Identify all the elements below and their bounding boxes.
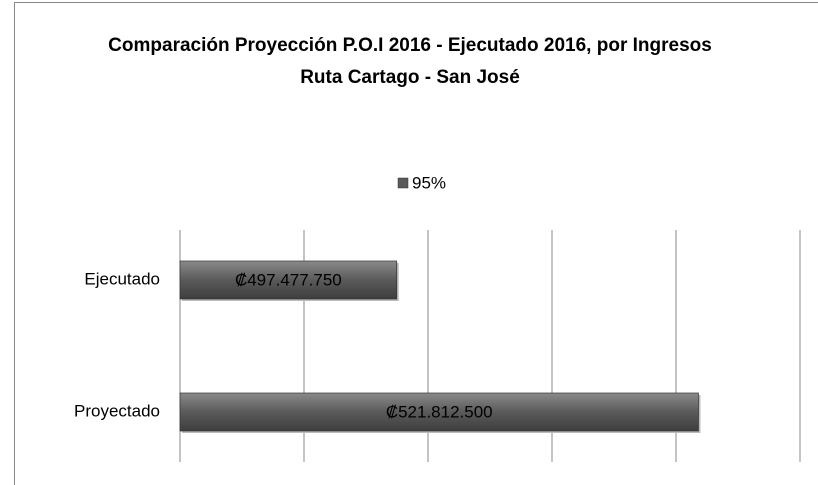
chart-border [14,2,818,485]
data-label: ₡497.477.750 [235,270,342,289]
bar [179,260,398,300]
y-tick-label: Ejecutado [84,269,160,288]
legend-swatch [397,177,409,189]
bar [179,392,699,432]
data-label: ₡521.812.500 [386,402,493,421]
y-tick-label: Proyectado [74,401,160,420]
chart-title: Comparación Proyección P.O.I 2016 - Ejec… [108,35,712,88]
legend-label: 95% [412,173,446,192]
